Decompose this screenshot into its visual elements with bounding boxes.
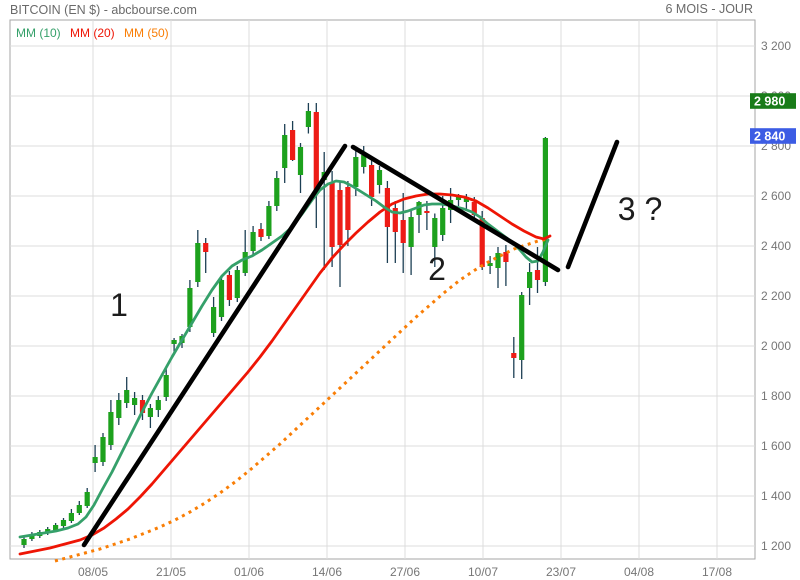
candle-up xyxy=(297,147,304,175)
candle-up xyxy=(21,539,27,545)
y-tick-label: 1 800 xyxy=(761,389,791,403)
legend-mm20: MM (20) xyxy=(70,26,115,40)
candle-up xyxy=(68,513,74,521)
candle-up xyxy=(100,437,106,462)
annotation-wave-3: 3 ? xyxy=(618,191,662,227)
candle-up xyxy=(527,272,533,288)
candle-up xyxy=(53,525,59,530)
candle-down xyxy=(203,243,209,252)
candle-up xyxy=(92,457,98,463)
y-tick-label: 3 200 xyxy=(761,39,791,53)
candle-up xyxy=(171,340,177,344)
candle-up xyxy=(234,270,240,298)
candle-down xyxy=(511,353,517,358)
candle-down xyxy=(337,190,343,245)
candle-up xyxy=(147,408,153,417)
x-tick-label: 01/06 xyxy=(234,565,264,579)
candle-up xyxy=(60,520,67,526)
candle-down xyxy=(290,130,296,160)
candle-up xyxy=(211,307,217,333)
candle-up xyxy=(416,202,422,215)
candle-up xyxy=(408,217,414,247)
candle-down xyxy=(400,220,406,243)
price-badge xyxy=(750,128,796,144)
candle-up xyxy=(108,412,114,445)
trendline-1 xyxy=(81,143,348,548)
candle-down xyxy=(392,208,398,232)
price-badge-label: 2 840 xyxy=(754,130,785,144)
candle-down xyxy=(226,275,232,300)
candle-up xyxy=(242,252,248,273)
x-tick-label: 17/08 xyxy=(702,565,732,579)
candle-up xyxy=(76,505,82,513)
candle-up xyxy=(250,232,256,251)
y-tick-label: 1 400 xyxy=(761,489,791,503)
y-tick-label: 2 000 xyxy=(761,339,791,353)
y-tick-label: 2 400 xyxy=(761,239,791,253)
candle-down xyxy=(503,252,509,262)
candle-up xyxy=(187,288,193,327)
candle-down xyxy=(369,165,375,197)
candle-up xyxy=(282,135,288,168)
ma-line-10 xyxy=(18,179,550,539)
candle-up xyxy=(218,280,225,317)
candle-up xyxy=(163,375,169,397)
candle-up xyxy=(132,398,138,405)
candle-up xyxy=(440,208,446,235)
price-badge xyxy=(750,93,796,109)
candle-up xyxy=(29,535,35,539)
candle-down xyxy=(345,187,351,230)
candle-down xyxy=(258,229,264,237)
candle-down xyxy=(479,218,485,267)
x-tick-label: 10/07 xyxy=(468,565,498,579)
x-tick-label: 08/05 xyxy=(78,565,108,579)
candle-up xyxy=(361,155,367,167)
annotation-wave-2: 2 xyxy=(428,251,446,287)
candle-up xyxy=(519,295,525,360)
x-tick-label: 14/06 xyxy=(312,565,342,579)
candle-down xyxy=(534,270,541,280)
candle-up xyxy=(266,206,272,236)
candle-down xyxy=(424,211,430,213)
candle-up xyxy=(495,253,501,268)
y-tick-label: 1 600 xyxy=(761,439,791,453)
y-tick-label: 2 200 xyxy=(761,289,791,303)
x-tick-label: 23/07 xyxy=(546,565,576,579)
candle-up xyxy=(455,197,462,200)
candle-up xyxy=(195,243,201,282)
candle-up xyxy=(463,197,469,202)
candle-up xyxy=(542,138,548,282)
price-badge-label: 2 980 xyxy=(754,95,785,109)
x-tick-label: 04/08 xyxy=(624,565,654,579)
candle-down xyxy=(313,112,319,190)
candle-up xyxy=(432,218,438,247)
x-tick-label: 21/05 xyxy=(156,565,186,579)
candle-up xyxy=(305,111,311,127)
ma-line-20 xyxy=(18,192,552,556)
candle-up xyxy=(124,390,130,403)
candle-down xyxy=(139,400,146,413)
candle-up xyxy=(487,263,493,266)
chart-title: BITCOIN (EN $) - abcbourse.com xyxy=(10,3,197,17)
candle-down xyxy=(471,202,477,215)
candle-up xyxy=(353,157,359,187)
legend-mm50: MM (50) xyxy=(124,26,169,40)
candle-up xyxy=(155,400,161,410)
x-tick-label: 27/06 xyxy=(390,565,420,579)
candle-down xyxy=(329,183,335,247)
legend-mm10: MM (10) xyxy=(16,26,61,40)
y-tick-label: 1 200 xyxy=(761,539,791,553)
candle-up xyxy=(84,492,90,506)
annotation-wave-1: 1 xyxy=(110,287,128,323)
trendline-2 xyxy=(350,144,561,273)
trendline-3 xyxy=(565,139,620,270)
candle-up xyxy=(376,170,383,185)
candle-up xyxy=(116,400,122,418)
candle-up xyxy=(274,178,280,206)
y-tick-label: 2 600 xyxy=(761,189,791,203)
period-label: 6 MOIS - JOUR xyxy=(665,2,753,16)
